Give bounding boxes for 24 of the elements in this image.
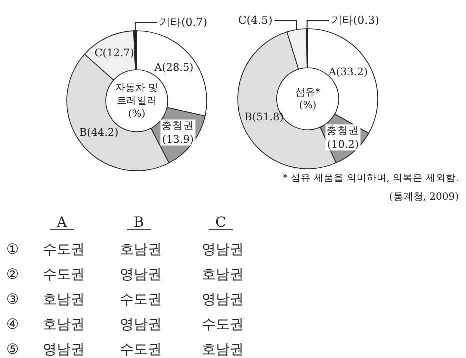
category-label: C bbox=[216, 215, 226, 231]
text: ⑤ 영남권 수도권 호남권 bbox=[6, 342, 244, 358]
slice-label: A(33.2) bbox=[328, 66, 368, 78]
data-label: (13.9) bbox=[162, 134, 194, 146]
text: ① 수도권 호남권 영남권 bbox=[6, 242, 244, 258]
text: (통계청, 2009) bbox=[389, 192, 460, 203]
text: ④ 호남권 영남권 수도권 bbox=[6, 316, 244, 333]
text: 자동차 및 트레일러 (%) bbox=[115, 82, 159, 120]
slice-label: 충청권 bbox=[326, 124, 360, 137]
text: ② 수도권 영남권 호남권 bbox=[6, 266, 244, 283]
category-label: B bbox=[134, 215, 144, 231]
slice-label: B(44.2) bbox=[79, 126, 119, 139]
text: ③ 호남권 수도권 영남권 bbox=[6, 292, 244, 308]
text: * 섬유 제품을 의미하며, 의복은 제외함. bbox=[283, 173, 459, 184]
slice-label: B(51.8) bbox=[244, 111, 284, 124]
slice-label: A(28.5) bbox=[154, 62, 194, 74]
slice-label: C(12.7) bbox=[94, 47, 134, 60]
category-label: A bbox=[56, 215, 68, 231]
slice-label: C(4.5) bbox=[238, 14, 273, 27]
data-label: (10.2) bbox=[327, 138, 359, 151]
slice-label: 기타(0.3) bbox=[331, 14, 380, 27]
slice-label: 충청권 bbox=[162, 120, 195, 132]
slice-label: 기타(0.7) bbox=[159, 16, 208, 29]
text: 섬유* (%) bbox=[296, 87, 320, 112]
